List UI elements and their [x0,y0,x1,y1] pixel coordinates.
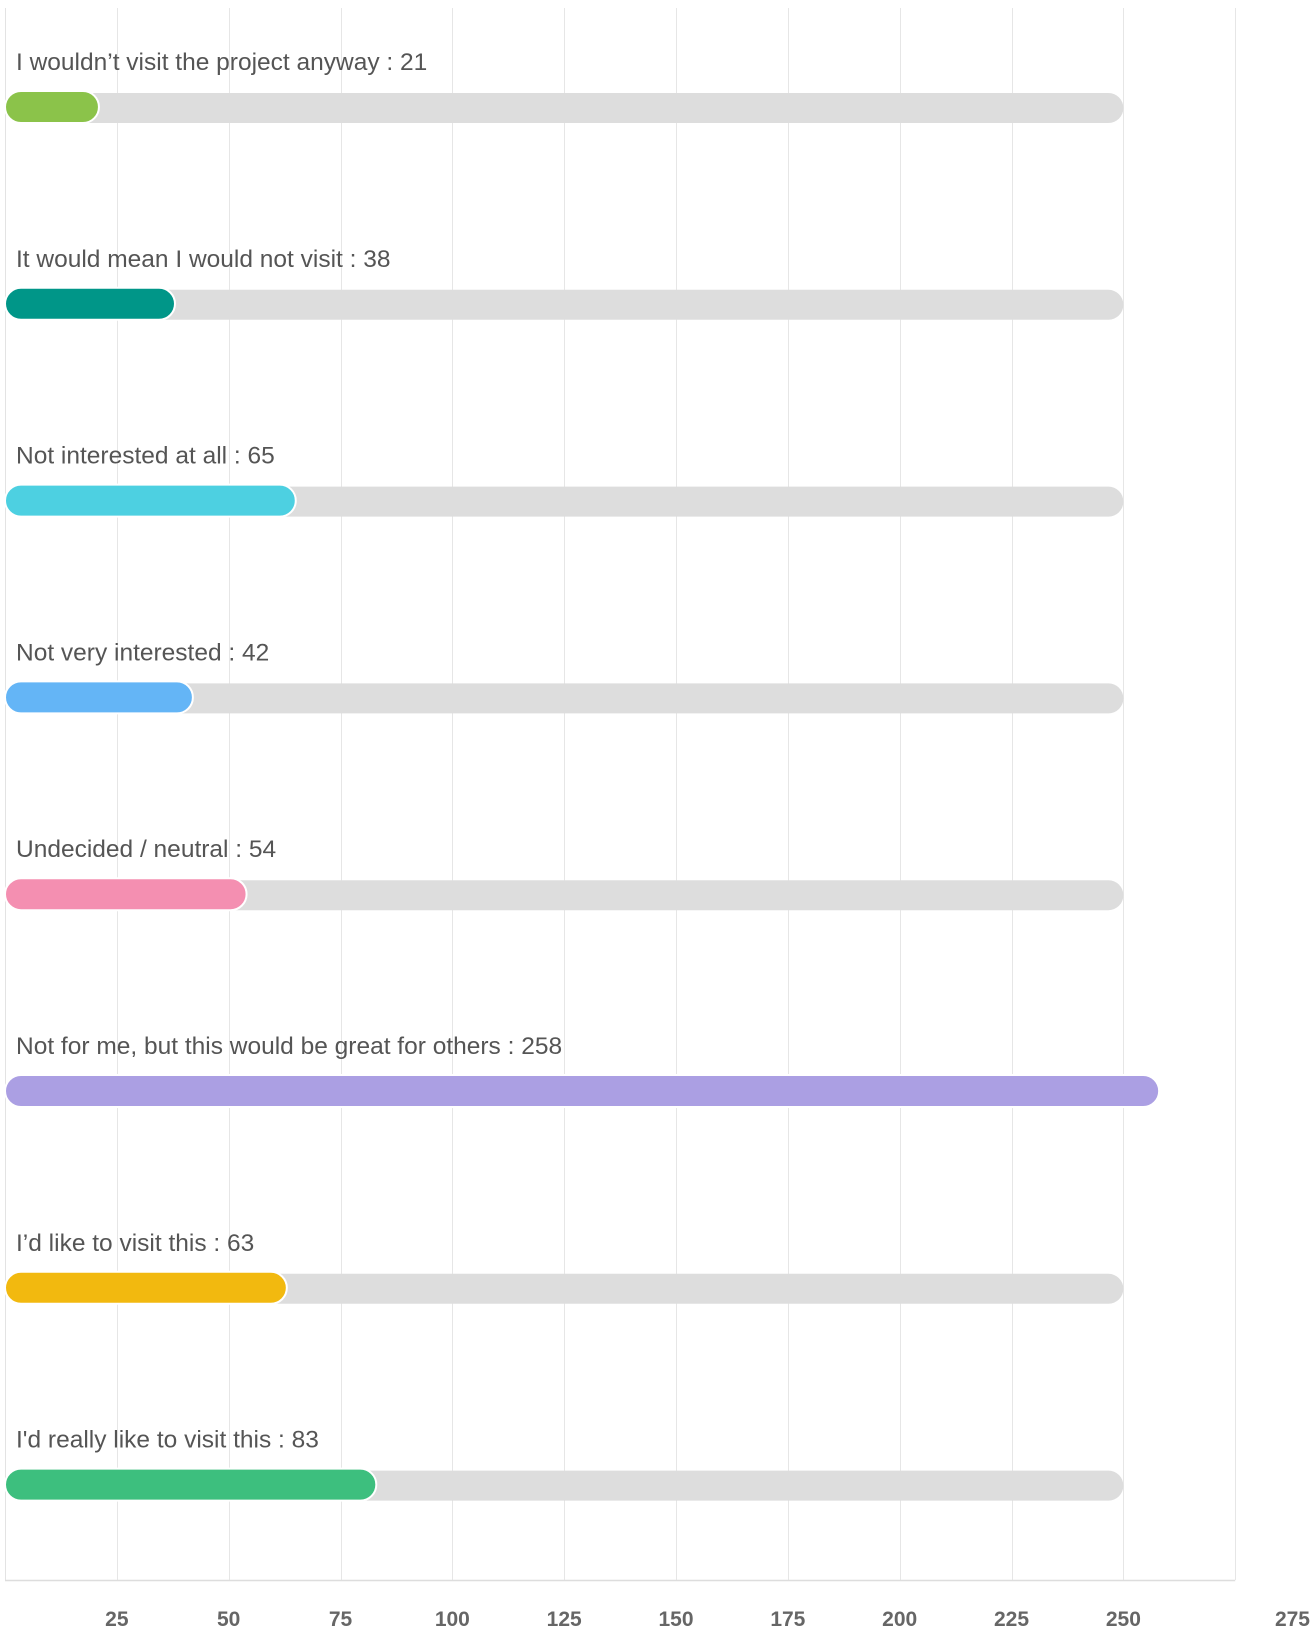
x-tick-label: 100 [435,1608,470,1631]
bar-label: Undecided / neutral : 54 [16,836,276,863]
bar-label: I’d like to visit this : 63 [16,1230,254,1257]
x-tick-label: 25 [105,1608,129,1631]
bar [4,286,176,321]
bar [4,877,248,912]
bar-label: Not very interested : 42 [16,639,269,666]
x-tick-label: 275 [1275,1608,1310,1631]
bar [4,680,194,715]
x-tick-label: 50 [217,1608,240,1631]
bar [4,483,297,518]
x-tick-label: 250 [1106,1608,1141,1631]
x-tick-label: 200 [882,1608,917,1631]
bar-track [5,880,1124,911]
bar-label: Not for me, but this would be great for … [16,1033,562,1060]
x-tick-label: 75 [329,1608,353,1631]
bar [4,1467,378,1502]
bar [4,90,100,124]
x-tick-label: 175 [770,1608,805,1631]
bar [4,1270,288,1305]
bar-label: I wouldn’t visit the project anyway : 21 [16,49,427,76]
bar-label: It would mean I would not visit : 38 [16,246,391,273]
x-tick-label: 125 [547,1608,582,1631]
bar-track [5,93,1124,123]
bar-label: I'd really like to visit this : 83 [16,1427,319,1454]
bar-track [5,683,1124,714]
bar-label: Not interested at all : 65 [16,443,275,470]
bar-track [5,289,1124,320]
x-tick-label: 150 [659,1608,694,1631]
x-tick-label: 225 [994,1608,1029,1631]
bar [4,1074,1161,1108]
